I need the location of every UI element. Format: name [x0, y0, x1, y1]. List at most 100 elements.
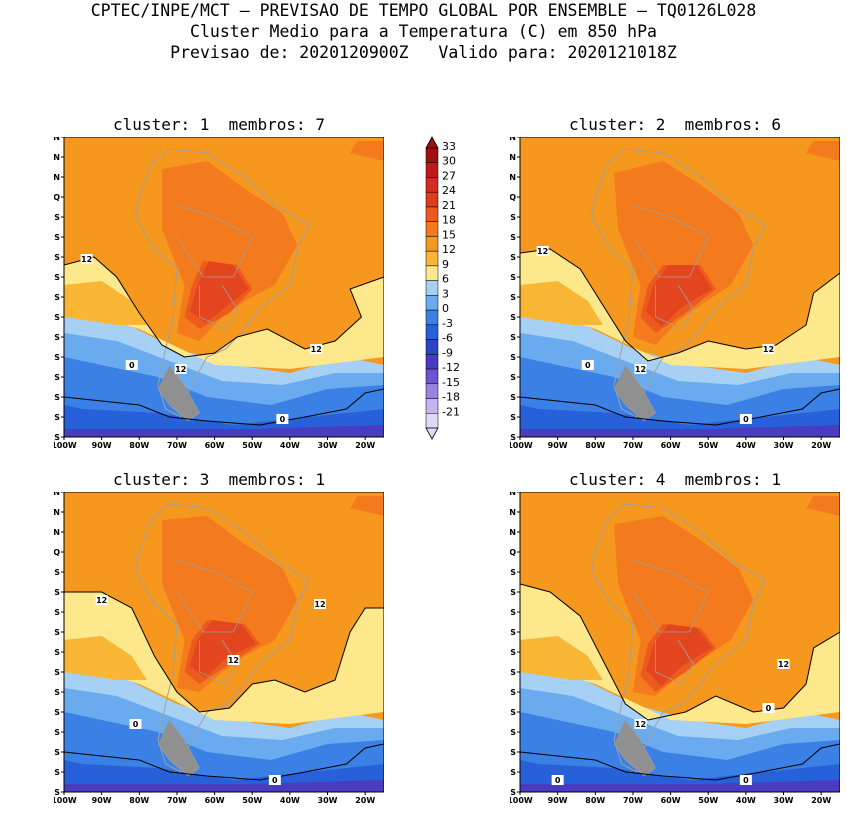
- lat-tick-label: 10N: [510, 508, 516, 517]
- lat-tick-label: 30S: [54, 668, 60, 677]
- lat-tick-label: 10S: [54, 588, 60, 597]
- lat-tick-label: 20S: [54, 628, 60, 637]
- lon-tick-label: 30W: [318, 441, 338, 450]
- map-panel-cluster-4: cluster: 4 membros: 1 12 12 0 0 0 15N 10N 5N EQ 5…: [498, 470, 841, 812]
- contour-label-box: [129, 719, 142, 729]
- lat-tick-label: 20S: [510, 628, 516, 637]
- colorbar-label: 21: [442, 199, 456, 212]
- colorbar-swatch: [425, 295, 439, 311]
- contour-label-box: [536, 246, 549, 256]
- colorbar-label: 27: [442, 169, 456, 182]
- colorbar-bottom-arrow: [425, 427, 439, 440]
- contour-label-box: [551, 775, 564, 785]
- warm-band-light-orange: [64, 281, 147, 325]
- lat-tick-label: 50S: [54, 748, 60, 757]
- lon-tick-label: 70W: [623, 441, 643, 450]
- warm-patch-atlantic: [806, 496, 840, 516]
- contour-label: 12: [175, 365, 186, 374]
- map-plot: 12 12 0 0 0 15N 10N 5N EQ 5S 10S 15S 20S 25S 30S 35S 40S…: [498, 488, 841, 805]
- lat-tick-label: 40S: [54, 708, 60, 717]
- contour-label: 12: [311, 345, 322, 354]
- patagonia-land: [613, 364, 656, 422]
- header-line-3: Previsao de: 2020120900Z Valido para: 20…: [170, 43, 677, 62]
- lat-tick-label: EQ: [510, 193, 516, 202]
- lat-tick-label: 15N: [54, 492, 60, 497]
- lat-tick-label: 20S: [54, 273, 60, 282]
- colorbar-label: 0: [442, 302, 449, 315]
- contour-label: 0: [129, 361, 135, 370]
- lat-tick-label: 15N: [510, 492, 516, 497]
- lat-tick-label: 55S: [510, 768, 516, 777]
- colorbar-label: 24: [442, 184, 456, 197]
- panel-title: cluster: 3 membros: 1: [113, 470, 325, 489]
- contour-label: 12: [96, 596, 107, 605]
- contour-label: 0: [555, 776, 561, 785]
- country-borders: [199, 284, 238, 330]
- colorbar-label: -3: [442, 317, 453, 330]
- cold-region-purple: [64, 780, 384, 792]
- contour-label-box: [227, 655, 240, 665]
- lon-tick-label: 80W: [129, 796, 149, 805]
- contour-label-box: [276, 414, 289, 424]
- contour-label-box: [268, 775, 281, 785]
- contour-0: [64, 743, 384, 781]
- contour-label: 12: [763, 345, 774, 354]
- lat-tick-label: 5S: [510, 568, 516, 577]
- country-borders: [176, 559, 253, 633]
- lat-tick-label: 15S: [54, 253, 60, 262]
- lat-tick-label: 40S: [54, 353, 60, 362]
- lat-tick-label: 40S: [510, 353, 516, 362]
- lon-tick-label: 30W: [774, 796, 794, 805]
- contour-label: 0: [133, 720, 139, 729]
- colorbar-swatch: [425, 324, 439, 340]
- colorbar-swatch: [425, 309, 439, 326]
- colorbar-swatch: [425, 383, 439, 399]
- continent-outline: [590, 148, 766, 418]
- map-plot: 12 12 12 0 0 15N 10N 5N EQ 5S 10S 15S 20S 25S 30S 35S 40…: [42, 488, 385, 805]
- map-plot: 12 12 12 0 0 15N 10N 5N EQ 5S 10S 15S 20S 25S 30S 35S 40…: [498, 133, 841, 450]
- panel-title: cluster: 2 membros: 6: [569, 115, 781, 134]
- colorbar-label: -21: [442, 405, 460, 418]
- lon-tick-label: 40W: [736, 441, 756, 450]
- map-panel-cluster-1: cluster: 1 membros: 7 12 12 12 0 0 15N 10N 5N EQ…: [42, 115, 385, 457]
- colorbar-label: 9: [442, 258, 449, 271]
- colorbar-swatch: [425, 206, 439, 222]
- colorbar-swatch: [425, 250, 439, 267]
- contour-label: 0: [585, 361, 591, 370]
- warm-patch-atlantic: [806, 141, 840, 161]
- lon-tick-label: 40W: [280, 796, 300, 805]
- continent-outline: [590, 503, 766, 773]
- lon-tick-label: 40W: [280, 441, 300, 450]
- country-borders: [655, 284, 694, 330]
- contour-label-box: [314, 599, 326, 609]
- lon-tick-label: 70W: [623, 796, 643, 805]
- lon-tick-label: 100W: [54, 796, 77, 805]
- colorbar-label: 15: [442, 228, 456, 241]
- lon-tick-label: 60W: [661, 796, 681, 805]
- colorbar-swatch: [425, 236, 439, 252]
- warm-band-light-orange: [520, 636, 603, 680]
- lon-tick-label: 40W: [736, 796, 756, 805]
- colorbar-label: 18: [442, 214, 456, 227]
- lat-tick-label: 55S: [510, 413, 516, 422]
- lon-tick-label: 100W: [510, 441, 533, 450]
- lon-tick-label: 80W: [585, 796, 605, 805]
- colorbar-swatch: [425, 265, 439, 281]
- colorbar-label: -6: [442, 332, 453, 345]
- lat-tick-label: 25S: [510, 648, 516, 657]
- lat-tick-label: 25S: [54, 293, 60, 302]
- lat-tick-label: 30S: [54, 313, 60, 322]
- contour-label-box: [762, 703, 775, 713]
- lon-tick-label: 100W: [54, 441, 77, 450]
- colorbar-swatch: [425, 368, 439, 385]
- lat-tick-label: 45S: [510, 728, 516, 737]
- lat-tick-label: 10N: [54, 508, 60, 517]
- lat-tick-label: 55S: [54, 768, 60, 777]
- country-borders: [176, 204, 253, 278]
- lat-tick-label: 10S: [54, 233, 60, 242]
- lon-tick-label: 50W: [698, 796, 718, 805]
- lat-tick-label: EQ: [510, 548, 516, 557]
- lat-tick-label: 50S: [510, 393, 516, 402]
- lon-tick-label: 30W: [318, 796, 338, 805]
- contour-label-box: [762, 344, 775, 354]
